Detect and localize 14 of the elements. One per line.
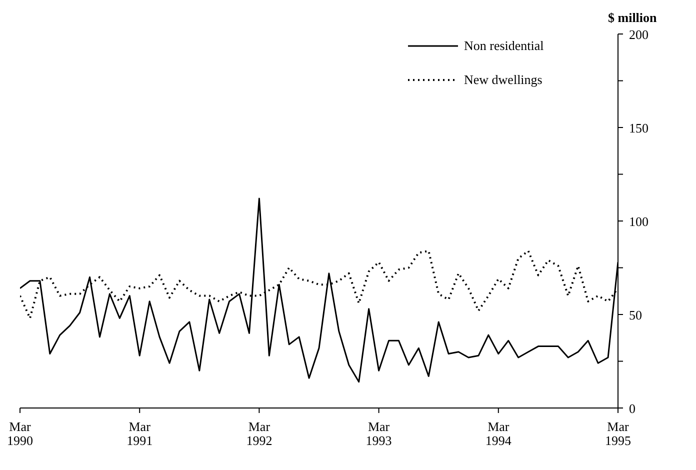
- legend-label: Non residential: [464, 38, 544, 54]
- x-tick-label: Mar 1991: [126, 419, 153, 448]
- y-tick-label: 0: [629, 401, 636, 416]
- x-tick-label: Mar 1992: [246, 419, 272, 448]
- y-tick-label: 150: [629, 120, 648, 136]
- x-tick-label: Mar 1994: [485, 419, 512, 448]
- y-tick-label: 100: [629, 214, 648, 229]
- y-tick-label: 50: [629, 308, 642, 322]
- x-tick-label: Mar 1990: [7, 419, 33, 448]
- legend-label: New dwellings: [464, 72, 542, 88]
- x-tick-label: Mar 1995: [605, 419, 631, 448]
- y-tick-label: 200: [629, 27, 648, 42]
- x-tick-label: Mar 1993: [366, 419, 392, 448]
- y-axis-title: $ million: [608, 10, 657, 26]
